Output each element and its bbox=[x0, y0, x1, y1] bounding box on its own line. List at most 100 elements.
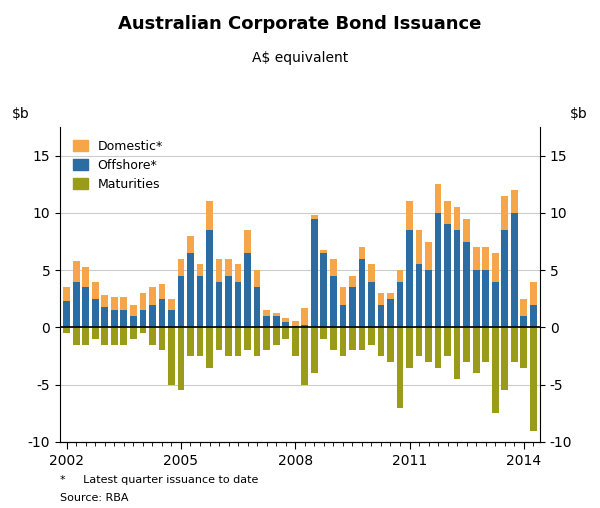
Bar bbox=[158, 299, 165, 328]
Bar bbox=[101, 307, 108, 328]
Bar bbox=[263, 328, 270, 351]
Bar bbox=[92, 328, 98, 339]
Bar bbox=[425, 241, 432, 270]
Bar bbox=[197, 328, 203, 356]
Bar bbox=[225, 276, 232, 328]
Bar bbox=[502, 328, 508, 391]
Bar bbox=[283, 328, 289, 339]
Bar bbox=[387, 328, 394, 362]
Bar bbox=[273, 328, 280, 344]
Bar bbox=[520, 299, 527, 316]
Bar bbox=[130, 328, 137, 339]
Bar bbox=[368, 281, 375, 328]
Bar bbox=[206, 202, 213, 230]
Bar bbox=[377, 304, 384, 328]
Bar bbox=[254, 288, 260, 328]
Bar bbox=[121, 328, 127, 344]
Bar bbox=[397, 281, 403, 328]
Bar bbox=[216, 281, 223, 328]
Bar bbox=[64, 328, 70, 333]
Bar bbox=[254, 270, 260, 288]
Bar bbox=[73, 281, 80, 328]
Bar bbox=[473, 247, 479, 270]
Bar bbox=[482, 270, 489, 328]
Bar bbox=[206, 328, 213, 367]
Bar bbox=[149, 304, 156, 328]
Bar bbox=[511, 190, 518, 213]
Bar bbox=[377, 328, 384, 356]
Bar bbox=[425, 328, 432, 362]
Bar bbox=[292, 328, 299, 356]
Bar bbox=[377, 293, 384, 304]
Bar bbox=[168, 328, 175, 385]
Bar bbox=[283, 319, 289, 322]
Bar bbox=[263, 316, 270, 328]
Bar bbox=[235, 281, 241, 328]
Bar bbox=[149, 288, 156, 304]
Bar bbox=[158, 284, 165, 299]
Bar bbox=[140, 328, 146, 333]
Bar bbox=[301, 325, 308, 328]
Bar bbox=[311, 218, 317, 328]
Bar bbox=[397, 270, 403, 281]
Bar bbox=[64, 288, 70, 301]
Legend: Domestic*, Offshore*, Maturities: Domestic*, Offshore*, Maturities bbox=[66, 133, 169, 197]
Bar bbox=[454, 230, 460, 328]
Bar bbox=[492, 281, 499, 328]
Bar bbox=[530, 328, 536, 430]
Bar bbox=[111, 297, 118, 310]
Bar bbox=[349, 276, 356, 288]
Bar bbox=[73, 328, 80, 344]
Bar bbox=[530, 281, 536, 304]
Bar bbox=[502, 230, 508, 328]
Bar bbox=[168, 310, 175, 328]
Bar bbox=[235, 265, 241, 281]
Bar bbox=[444, 328, 451, 356]
Bar bbox=[235, 328, 241, 356]
Bar bbox=[463, 218, 470, 241]
Bar bbox=[520, 328, 527, 367]
Bar bbox=[330, 328, 337, 351]
Bar bbox=[197, 265, 203, 276]
Bar bbox=[273, 316, 280, 328]
Bar bbox=[359, 247, 365, 259]
Bar bbox=[454, 207, 460, 230]
Bar bbox=[187, 328, 194, 356]
Bar bbox=[254, 328, 260, 356]
Bar bbox=[340, 304, 346, 328]
Bar bbox=[111, 328, 118, 344]
Bar bbox=[140, 310, 146, 328]
Bar bbox=[492, 253, 499, 281]
Text: *     Latest quarter issuance to date: * Latest quarter issuance to date bbox=[60, 475, 259, 485]
Bar bbox=[444, 225, 451, 328]
Bar bbox=[387, 293, 394, 299]
Bar bbox=[301, 328, 308, 385]
Bar bbox=[520, 316, 527, 328]
Bar bbox=[425, 270, 432, 328]
Bar bbox=[121, 310, 127, 328]
Bar bbox=[111, 310, 118, 328]
Bar bbox=[349, 288, 356, 328]
Bar bbox=[463, 328, 470, 362]
Bar bbox=[454, 328, 460, 379]
Bar bbox=[158, 328, 165, 351]
Bar bbox=[273, 312, 280, 316]
Bar bbox=[330, 276, 337, 328]
Bar bbox=[92, 299, 98, 328]
Bar bbox=[82, 328, 89, 344]
Bar bbox=[416, 265, 422, 328]
Bar bbox=[511, 213, 518, 328]
Bar bbox=[244, 253, 251, 328]
Bar bbox=[320, 249, 327, 253]
Bar bbox=[511, 328, 518, 362]
Bar bbox=[244, 328, 251, 351]
Bar bbox=[492, 328, 499, 414]
Bar bbox=[502, 196, 508, 230]
Bar bbox=[368, 328, 375, 344]
Bar bbox=[187, 253, 194, 328]
Bar bbox=[340, 328, 346, 356]
Bar bbox=[101, 328, 108, 344]
Bar bbox=[340, 288, 346, 304]
Bar bbox=[64, 301, 70, 328]
Text: Source: RBA: Source: RBA bbox=[60, 493, 128, 503]
